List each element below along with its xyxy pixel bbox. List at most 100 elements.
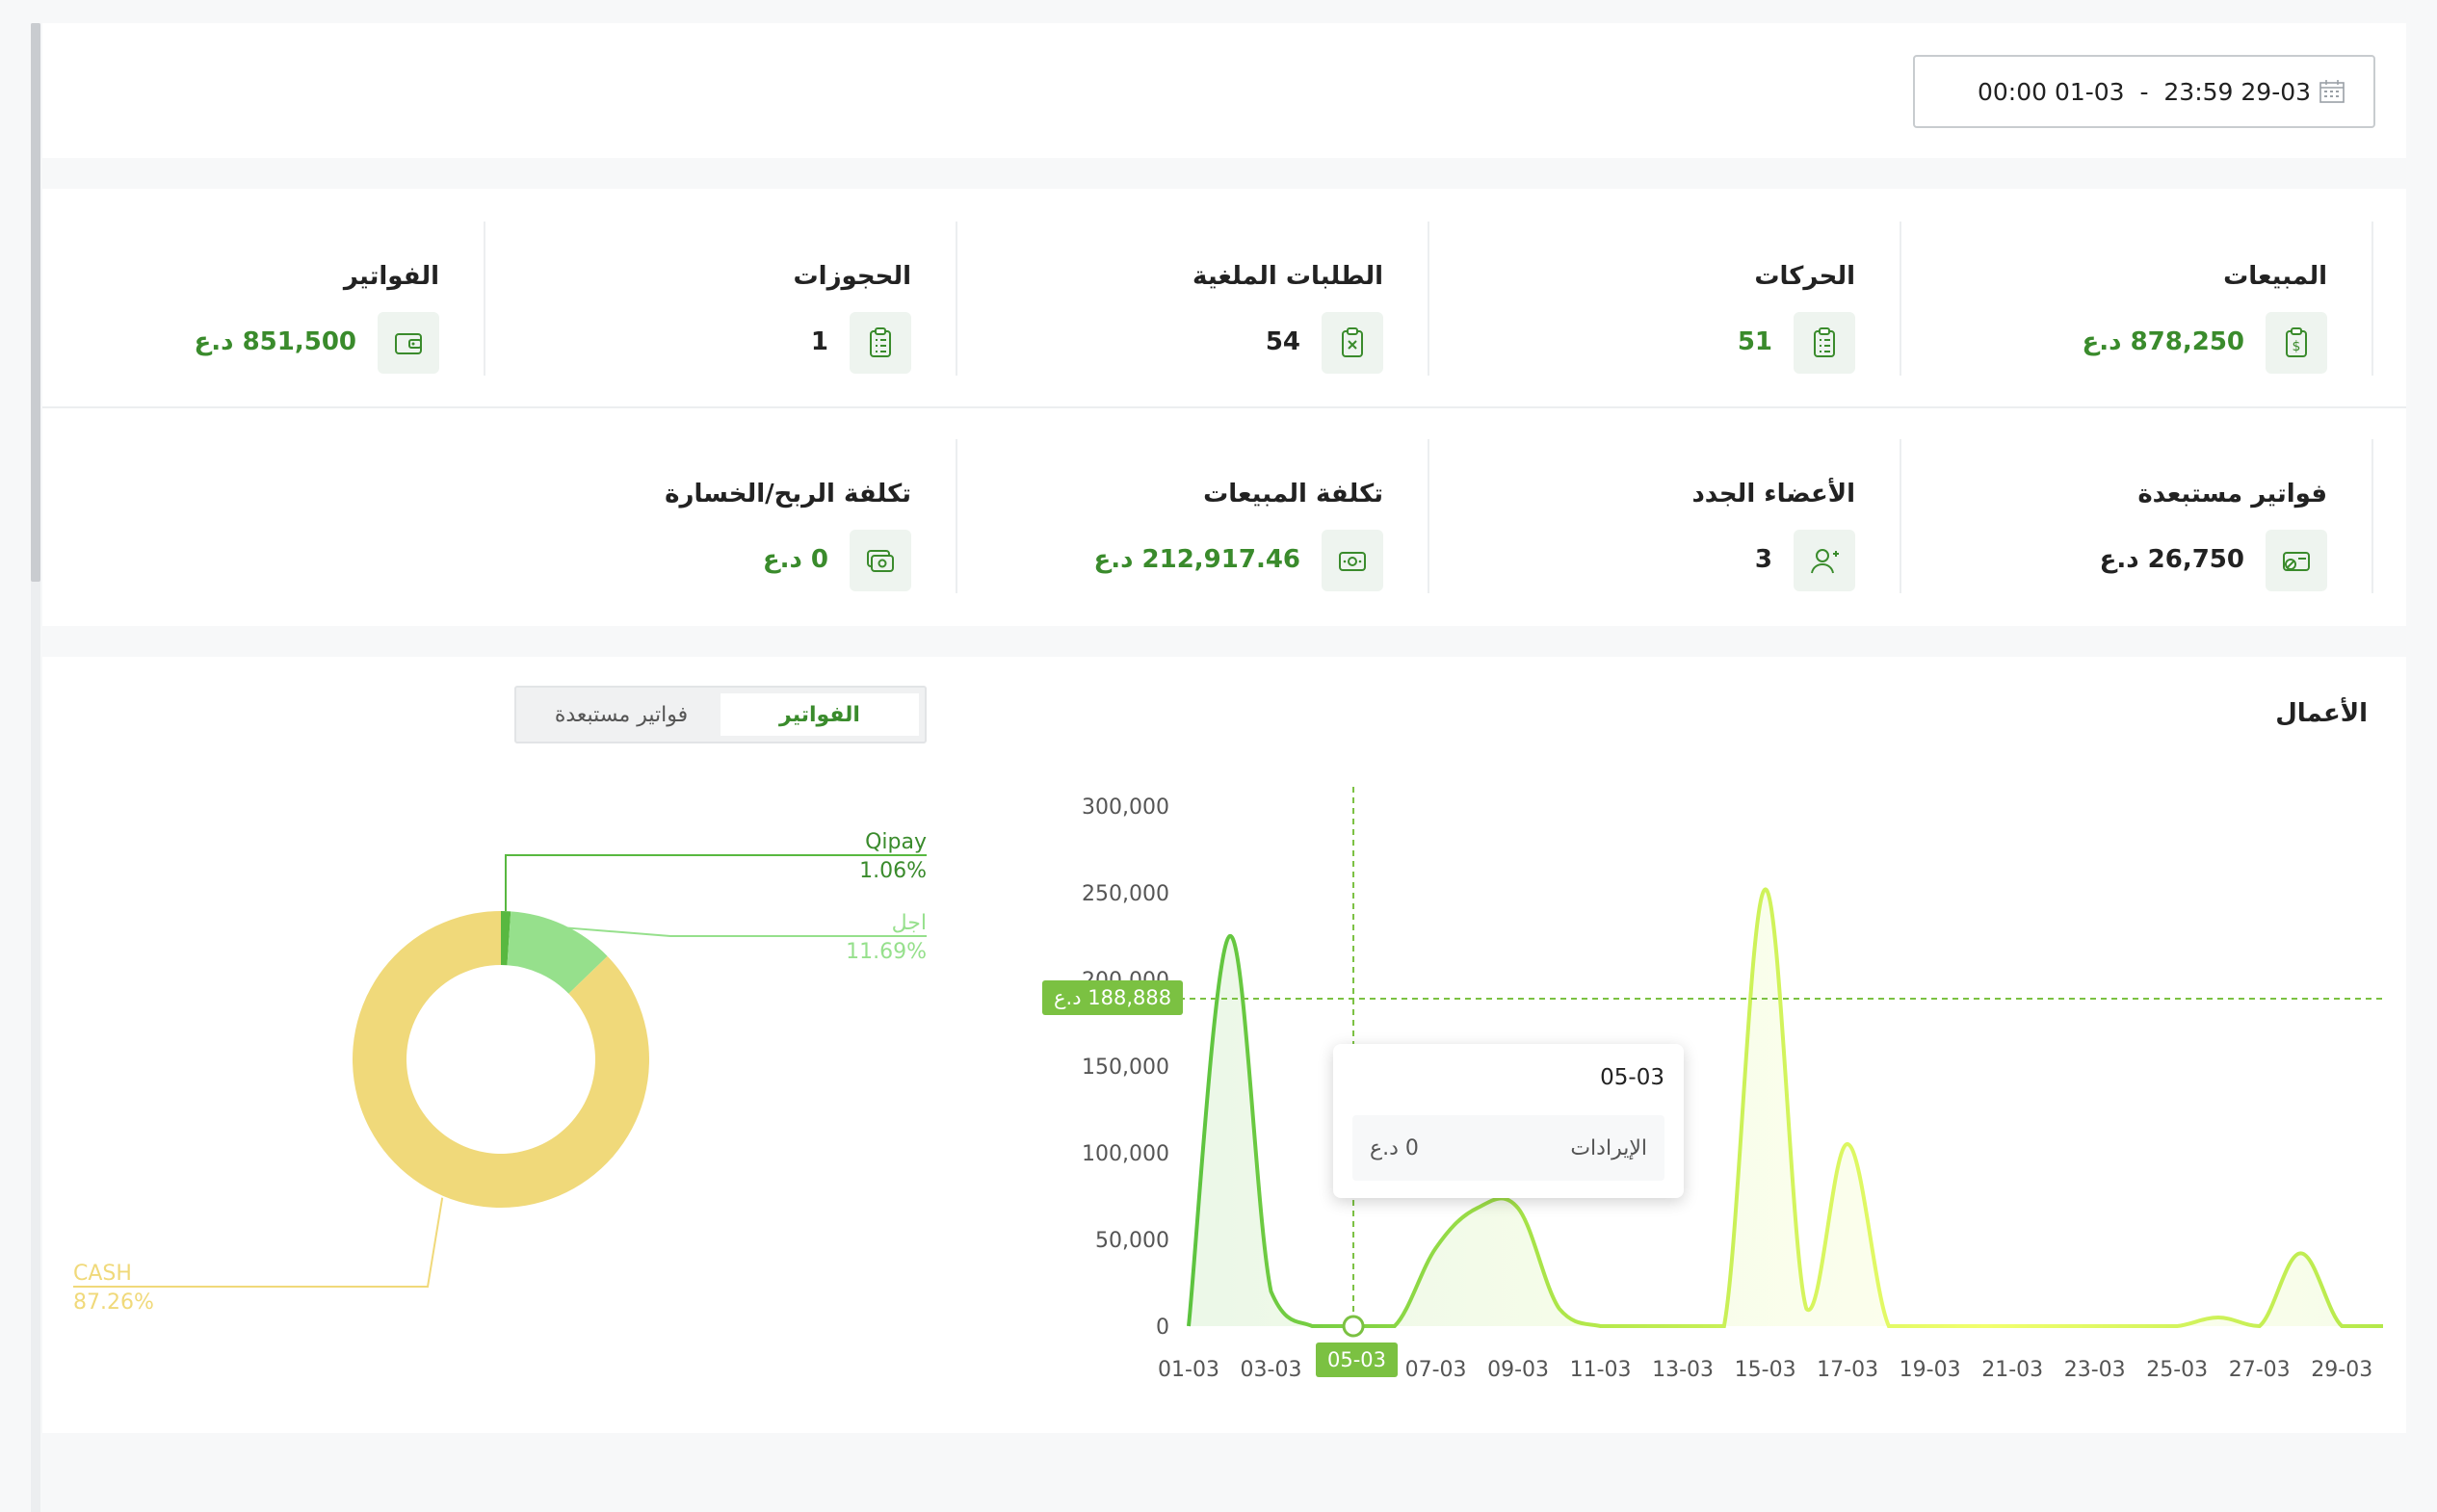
stat-value: 26,750 د.ع xyxy=(2099,545,2244,574)
x-tick-label: 07-03 xyxy=(1405,1358,1467,1382)
x-tick-label: 01-03 xyxy=(1158,1358,1219,1382)
stat-card-transactions: الحركات 51 xyxy=(1424,222,1901,376)
tab-invoices[interactable]: الفواتير xyxy=(721,693,919,736)
revenue-series-line[interactable] xyxy=(1187,887,2383,1329)
date-range-value: 00:00 01-03 - 23:59 29-03 xyxy=(1977,77,2312,106)
svg-text:$: $ xyxy=(2293,339,2301,354)
stat-value: 51 xyxy=(1737,327,1772,356)
card-divider xyxy=(1428,439,1429,593)
date-range-picker[interactable]: 00:00 01-03 - 23:59 29-03 xyxy=(1913,55,2375,128)
stat-value: 3 xyxy=(1754,545,1772,574)
card-divider xyxy=(1428,222,1429,376)
crosshair-y-label: 188,888 د.ع xyxy=(1042,980,1184,1015)
stat-value: 878,250 د.ع xyxy=(2082,327,2244,356)
stat-title: المبيعات xyxy=(2223,262,2327,291)
card-divider xyxy=(2371,439,2373,593)
stat-title: الفواتير xyxy=(343,262,439,291)
stat-value: 1 xyxy=(810,327,828,356)
scrollbar-thumb[interactable] xyxy=(31,23,40,582)
card-divider xyxy=(484,222,485,376)
x-tick-label: 27-03 xyxy=(2229,1358,2291,1382)
pie-label-name: CASH xyxy=(73,1262,132,1286)
pie-leader-line xyxy=(73,1197,444,1288)
y-tick-label: 100,000 xyxy=(1082,1142,1169,1166)
stat-value: 212,917.46 د.ع xyxy=(1093,545,1300,574)
tooltip-value: 0 د.ع xyxy=(1370,1135,1419,1160)
y-tick-label: 50,000 xyxy=(1095,1229,1169,1253)
stat-card-profit-loss-cost: تكلفة الربح/الخسارة 0 د.ع xyxy=(480,439,957,593)
scrollbar-track[interactable] xyxy=(31,23,40,1512)
pie-slice-CASH[interactable] xyxy=(353,911,649,1208)
pie-label-percent: 87.26% xyxy=(73,1290,154,1315)
x-tick-label: 09-03 xyxy=(1487,1358,1549,1382)
stat-card-bookings: الحجوزات 1 xyxy=(480,222,957,376)
y-tick-label: 250,000 xyxy=(1082,882,1169,906)
invoice-type-toggle[interactable]: الفواتير فواتير مستبعدة xyxy=(514,686,927,743)
stat-value: 54 xyxy=(1265,327,1300,356)
pie-slice-Qipay[interactable] xyxy=(501,911,511,966)
stat-title: الأعضاء الجدد xyxy=(1691,480,1855,508)
stat-card-excluded-invoices: فواتير مستبعدة 26,750 د.ع xyxy=(1896,439,2373,593)
wallet-icon xyxy=(378,312,439,374)
x-tick-label: 21-03 xyxy=(1981,1358,2043,1382)
stat-card-invoices: الفواتير 851,500 د.ع xyxy=(8,222,485,376)
pie-label-percent: 1.06% xyxy=(859,859,927,883)
clipboard-x-icon xyxy=(1322,312,1383,374)
x-tick-label: 03-03 xyxy=(1241,1358,1302,1382)
x-tick-label: 29-03 xyxy=(2311,1358,2372,1382)
stat-value: 851,500 د.ع xyxy=(194,327,356,356)
stat-title: فواتير مستبعدة xyxy=(2137,480,2327,508)
tooltip-row: الإيرادات 0 د.ع xyxy=(1352,1115,1664,1181)
calendar-icon xyxy=(2319,80,2345,103)
card-divider xyxy=(1900,439,1901,593)
card-divider xyxy=(1900,222,1901,376)
payment-methods-donut-chart xyxy=(73,854,927,1288)
y-tick-label: 0 xyxy=(1156,1316,1169,1340)
pie-label-name: Qipay xyxy=(865,830,927,854)
clipboard-list-icon xyxy=(1794,312,1855,374)
stat-title: الحركات xyxy=(1754,262,1855,291)
stat-card-new-members: الأعضاء الجدد 3 xyxy=(1424,439,1901,593)
x-tick-label: 19-03 xyxy=(1900,1358,1961,1382)
revenue-area-chart: 050,000100,000150,000200,000250,000300,0… xyxy=(1082,787,2383,1382)
stat-card-sales-cost: تكلفة المبيعات 212,917.46 د.ع xyxy=(952,439,1429,593)
x-tick-label: 13-03 xyxy=(1652,1358,1714,1382)
money-clipboard-icon: $ xyxy=(2266,312,2327,374)
stats-panel: المبيعات $878,250 د.ع الحركات 51 الطلبات الم… xyxy=(42,189,2406,626)
stat-value: 0 د.ع xyxy=(762,545,828,574)
stat-card-sales: المبيعات $878,250 د.ع xyxy=(1896,222,2373,376)
user-add-icon xyxy=(1794,530,1855,591)
works-panel: الأعمال الفواتير فواتير مستبعدة Qipay 1.0… xyxy=(42,657,2406,1433)
stat-title: الطلبات الملغية xyxy=(1192,262,1383,291)
filter-panel: 00:00 01-03 - 23:59 29-03 xyxy=(42,23,2406,158)
pie-leader-line xyxy=(562,926,927,937)
chart-tooltip: 05-03 الإيرادات 0 د.ع xyxy=(1333,1044,1684,1198)
x-tick-label: 11-03 xyxy=(1570,1358,1632,1382)
tooltip-date: 05-03 xyxy=(1600,1065,1664,1090)
x-tick-label: 23-03 xyxy=(2064,1358,2126,1382)
stat-title: تكلفة المبيعات xyxy=(1203,480,1383,508)
x-tick-label: 25-03 xyxy=(2146,1358,2208,1382)
clipboard-list-icon xyxy=(850,312,911,374)
x-tick-label: 17-03 xyxy=(1817,1358,1878,1382)
x-tick-label: 15-03 xyxy=(1735,1358,1796,1382)
stat-card-cancelled-orders: الطلبات الملغية 54 xyxy=(952,222,1429,376)
hover-point[interactable] xyxy=(1342,1315,1365,1338)
banknotes-icon xyxy=(850,530,911,591)
stat-title: تكلفة الربح/الخسارة xyxy=(665,480,911,508)
y-tick-label: 300,000 xyxy=(1082,795,1169,820)
crosshair-x-label: 05-03 xyxy=(1316,1343,1399,1377)
pie-label-percent: 11.69% xyxy=(846,940,927,964)
y-tick-label: 150,000 xyxy=(1082,1056,1169,1080)
pie-label-name: اجل xyxy=(891,911,927,935)
banknote-icon xyxy=(1322,530,1383,591)
card-divider xyxy=(2371,222,2373,376)
works-title: الأعمال xyxy=(2275,699,2368,728)
card-divider xyxy=(956,222,957,376)
pie-leader-line xyxy=(505,854,927,911)
pie-slice-اجل[interactable] xyxy=(507,911,608,994)
stat-title: الحجوزات xyxy=(793,262,911,291)
cash-excluded-icon xyxy=(2266,530,2327,591)
tab-excluded-invoices[interactable]: فواتير مستبعدة xyxy=(554,702,689,727)
card-divider xyxy=(956,439,957,593)
